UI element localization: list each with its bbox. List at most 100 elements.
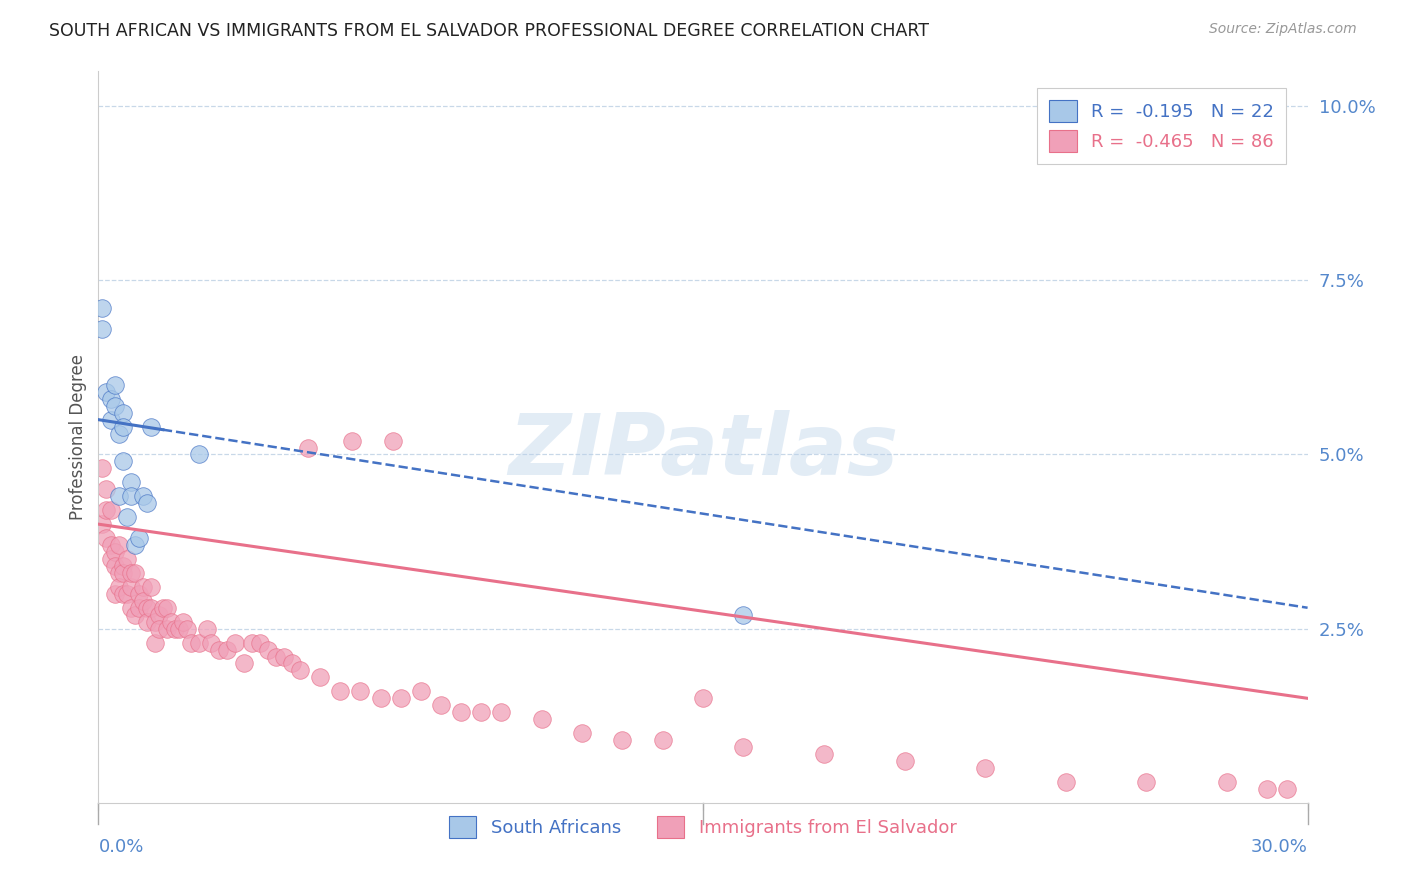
- Point: [974, 761, 997, 775]
- Point: [111, 406, 134, 420]
- Point: [120, 566, 142, 580]
- Point: [224, 635, 246, 649]
- Point: [195, 622, 218, 636]
- Point: [349, 684, 371, 698]
- Point: [156, 622, 179, 636]
- Point: [256, 642, 278, 657]
- Point: [96, 531, 118, 545]
- Point: [163, 622, 186, 636]
- Legend: South Africans, Immigrants from El Salvador: South Africans, Immigrants from El Salva…: [434, 801, 972, 852]
- Point: [132, 594, 155, 608]
- Point: [135, 600, 157, 615]
- Point: [115, 587, 138, 601]
- Point: [111, 587, 134, 601]
- Point: [1054, 775, 1077, 789]
- Point: [107, 538, 129, 552]
- Point: [1256, 781, 1278, 796]
- Point: [124, 566, 146, 580]
- Point: [450, 705, 472, 719]
- Point: [91, 461, 114, 475]
- Point: [329, 684, 352, 698]
- Point: [370, 691, 392, 706]
- Point: [152, 600, 174, 615]
- Point: [107, 580, 129, 594]
- Point: [103, 399, 125, 413]
- Point: [389, 691, 412, 706]
- Point: [107, 426, 129, 441]
- Point: [208, 642, 231, 657]
- Text: Source: ZipAtlas.com: Source: ZipAtlas.com: [1209, 22, 1357, 37]
- Point: [188, 635, 211, 649]
- Point: [491, 705, 513, 719]
- Point: [188, 448, 211, 462]
- Point: [893, 754, 915, 768]
- Text: ZIPatlas: ZIPatlas: [508, 410, 898, 493]
- Point: [530, 712, 553, 726]
- Point: [430, 698, 453, 713]
- Point: [288, 664, 311, 678]
- Point: [160, 615, 183, 629]
- Point: [100, 392, 122, 406]
- Y-axis label: Professional Degree: Professional Degree: [69, 354, 87, 520]
- Point: [135, 496, 157, 510]
- Point: [111, 454, 134, 468]
- Point: [143, 615, 166, 629]
- Point: [172, 615, 194, 629]
- Point: [111, 558, 134, 573]
- Point: [651, 733, 673, 747]
- Point: [96, 384, 118, 399]
- Point: [128, 531, 150, 545]
- Point: [96, 503, 118, 517]
- Point: [232, 657, 254, 671]
- Point: [167, 622, 190, 636]
- Point: [470, 705, 492, 719]
- Point: [139, 580, 162, 594]
- Point: [409, 684, 432, 698]
- Point: [139, 419, 162, 434]
- Point: [381, 434, 404, 448]
- Point: [120, 580, 142, 594]
- Text: 0.0%: 0.0%: [98, 838, 143, 855]
- Point: [813, 747, 835, 761]
- Point: [1277, 781, 1299, 796]
- Point: [148, 622, 170, 636]
- Point: [273, 649, 295, 664]
- Point: [120, 489, 142, 503]
- Text: SOUTH AFRICAN VS IMMIGRANTS FROM EL SALVADOR PROFESSIONAL DEGREE CORRELATION CHA: SOUTH AFRICAN VS IMMIGRANTS FROM EL SALV…: [49, 22, 929, 40]
- Point: [733, 740, 755, 755]
- Text: 30.0%: 30.0%: [1251, 838, 1308, 855]
- Point: [103, 377, 125, 392]
- Point: [91, 517, 114, 532]
- Point: [148, 607, 170, 622]
- Point: [124, 538, 146, 552]
- Point: [217, 642, 239, 657]
- Point: [132, 489, 155, 503]
- Point: [100, 412, 122, 426]
- Point: [103, 545, 125, 559]
- Point: [176, 622, 198, 636]
- Point: [297, 441, 319, 455]
- Point: [111, 566, 134, 580]
- Point: [100, 503, 122, 517]
- Point: [309, 670, 332, 684]
- Point: [733, 607, 755, 622]
- Point: [103, 558, 125, 573]
- Point: [1135, 775, 1157, 789]
- Point: [128, 587, 150, 601]
- Point: [180, 635, 202, 649]
- Point: [103, 587, 125, 601]
- Point: [111, 419, 134, 434]
- Point: [120, 475, 142, 490]
- Point: [135, 615, 157, 629]
- Point: [692, 691, 714, 706]
- Point: [281, 657, 304, 671]
- Point: [264, 649, 287, 664]
- Point: [612, 733, 634, 747]
- Point: [200, 635, 222, 649]
- Point: [96, 483, 118, 497]
- Point: [107, 489, 129, 503]
- Point: [249, 635, 271, 649]
- Point: [128, 600, 150, 615]
- Point: [1216, 775, 1239, 789]
- Point: [124, 607, 146, 622]
